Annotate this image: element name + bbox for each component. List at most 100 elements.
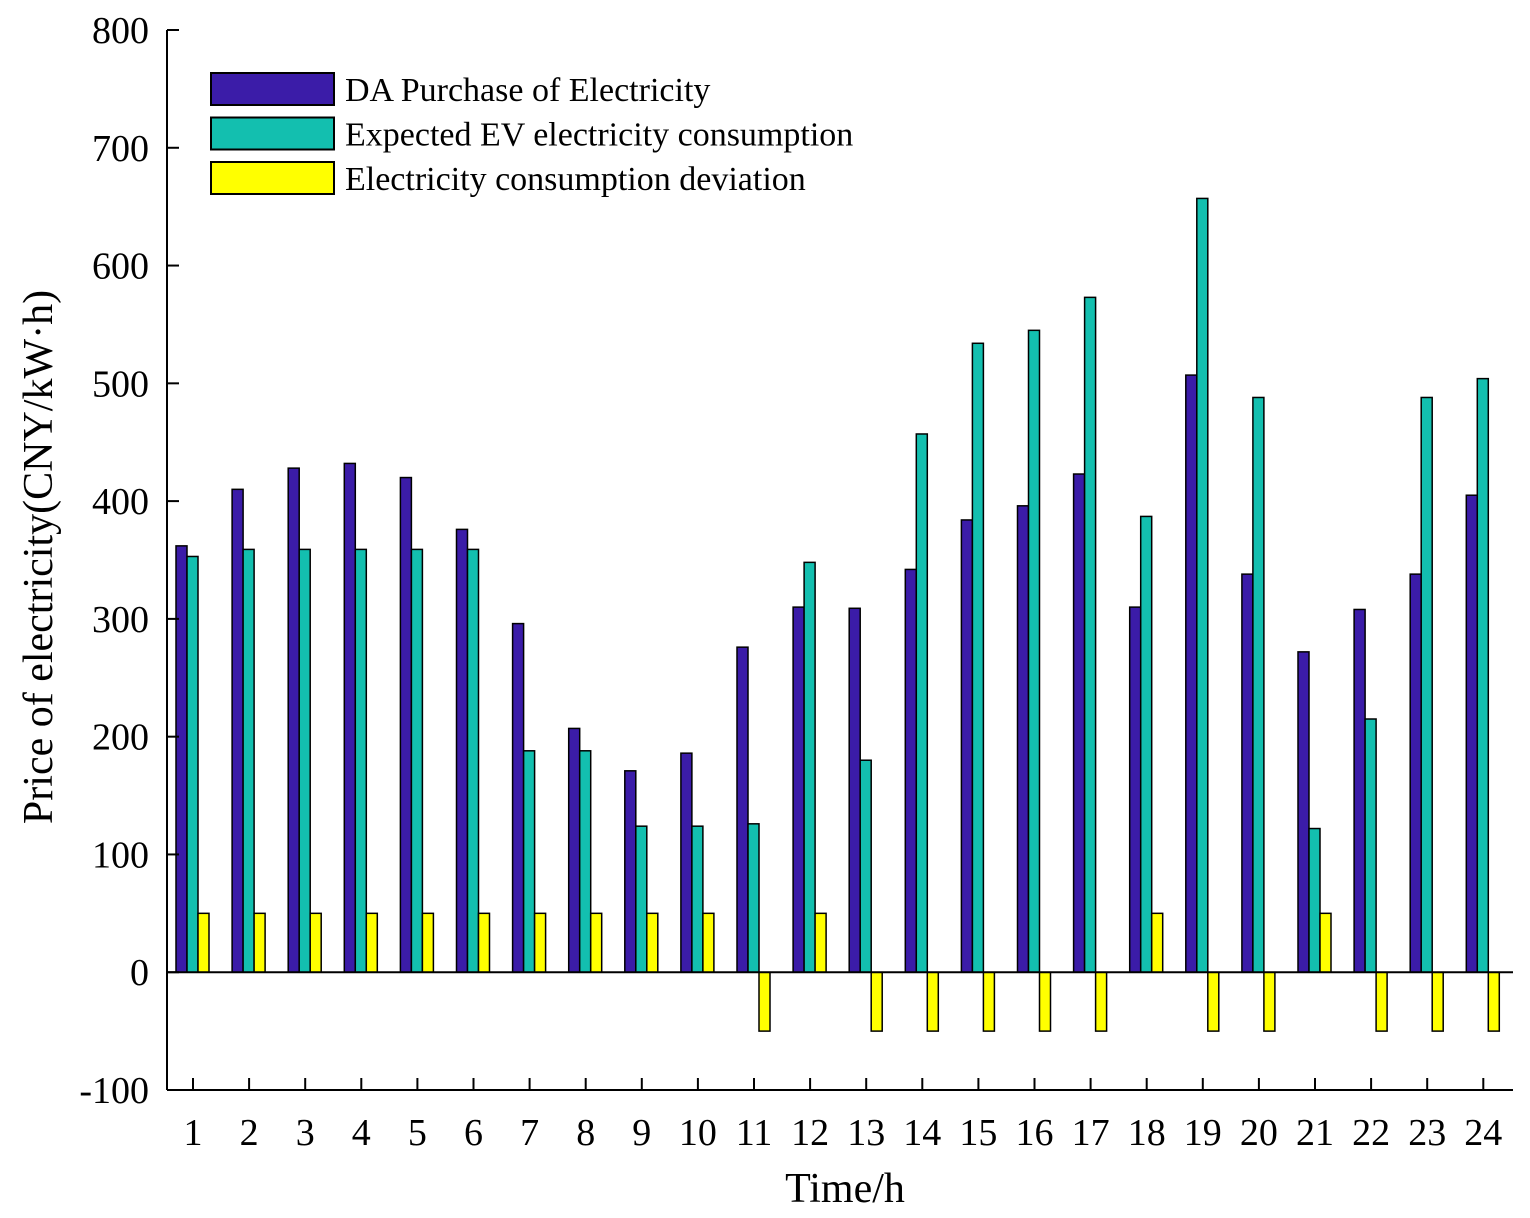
legend-swatch-3 <box>210 161 335 195</box>
bar-series-3-t4 <box>365 912 379 973</box>
x-tick-label: 16 <box>1016 1112 1054 1154</box>
bar-series-1-t9 <box>624 770 637 973</box>
x-tick-label: 24 <box>1464 1112 1502 1154</box>
bar-series-2-t14 <box>915 433 929 973</box>
bar-series-1-t24 <box>1465 494 1479 973</box>
x-tick-label: 21 <box>1296 1112 1334 1154</box>
bar-series-1-t16 <box>1016 505 1030 973</box>
y-tick-label: 300 <box>92 599 149 641</box>
bar-series-3-t22 <box>1375 971 1388 1032</box>
x-tick-label: 3 <box>296 1112 315 1154</box>
x-tick-label: 12 <box>791 1112 829 1154</box>
bar-series-2-t13 <box>859 759 872 973</box>
bar-series-3-t6 <box>477 912 491 973</box>
bar-series-1-t2 <box>231 488 244 973</box>
x-tick-label: 6 <box>464 1112 483 1154</box>
bar-series-3-t24 <box>1487 971 1501 1032</box>
x-tick-label: 10 <box>679 1112 717 1154</box>
bar-series-3-t13 <box>870 971 883 1032</box>
bar-series-2-t5 <box>410 548 424 973</box>
bar-series-2-t2 <box>242 548 255 973</box>
bar-series-2-t16 <box>1027 329 1041 973</box>
bar-series-3-t18 <box>1150 912 1164 973</box>
x-tick-label: 9 <box>632 1112 651 1154</box>
y-tick-label: 0 <box>130 952 149 994</box>
bar-series-2-t20 <box>1252 396 1265 973</box>
legend-label-2: Expected EV electricity consumption <box>345 117 853 154</box>
bar-series-2-t24 <box>1476 377 1490 973</box>
bar-series-1-t21 <box>1297 651 1310 973</box>
legend-swatch-1 <box>210 72 335 106</box>
x-tick-label: 11 <box>736 1112 773 1154</box>
bar-series-2-t3 <box>298 548 311 973</box>
bar-series-2-t11 <box>747 823 760 973</box>
x-tick-label: 1 <box>184 1112 203 1154</box>
bar-series-2-t12 <box>803 561 816 973</box>
bar-series-1-t6 <box>455 528 469 973</box>
bar-series-1-t7 <box>511 622 525 973</box>
bar-series-2-t1 <box>186 555 199 973</box>
x-axis-ticks: 1 2 3 4 5 6 7 8 9 10 11 12 13 14 15 16 17 18 19 20 21 22 23 24 <box>184 1078 1502 1154</box>
bar-series-1-t13 <box>848 607 861 973</box>
bar-series-3-t8 <box>589 912 603 973</box>
bar-series-2-t6 <box>466 548 480 973</box>
bar-series-1-t4 <box>343 462 357 973</box>
x-axis-title: Time/h <box>785 1166 905 1212</box>
bar-series-1-t10 <box>680 752 693 973</box>
x-tick-label: 18 <box>1128 1112 1166 1154</box>
bar-series-3-t7 <box>533 912 547 973</box>
bar-series-1-t5 <box>399 476 413 973</box>
bar-series-1-t22 <box>1353 608 1366 973</box>
bar-series-3-t15 <box>982 971 996 1032</box>
x-tick-label: 7 <box>520 1112 539 1154</box>
x-tick-label: 14 <box>903 1112 941 1154</box>
bar-series-1-t18 <box>1128 606 1142 973</box>
bar-series-2-t19 <box>1196 197 1209 973</box>
bar-series-2-t18 <box>1139 515 1153 973</box>
bar-series-1-t17 <box>1072 473 1086 973</box>
y-tick-label: 700 <box>92 128 149 170</box>
bars-group <box>175 197 1501 1032</box>
bar-series-3-t10 <box>702 912 715 973</box>
bar-series-1-t11 <box>736 646 749 973</box>
x-tick-label: 4 <box>352 1112 371 1154</box>
legend-swatch-2 <box>210 116 335 151</box>
bar-series-1-t8 <box>567 727 581 973</box>
bar-series-1-t23 <box>1409 573 1422 973</box>
bar-series-3-t19 <box>1207 971 1220 1032</box>
bar-series-1-t20 <box>1241 573 1254 973</box>
y-axis-title: Price of electricity(CNY/kW·h) <box>16 290 62 824</box>
x-tick-label: 23 <box>1408 1112 1446 1154</box>
bar-series-2-t22 <box>1364 718 1377 973</box>
x-tick-label: 2 <box>240 1112 259 1154</box>
x-tick-label: 15 <box>959 1112 997 1154</box>
x-tick-label: 17 <box>1072 1112 1110 1154</box>
bar-series-3-t23 <box>1431 971 1444 1032</box>
bar-series-2-t4 <box>354 548 368 973</box>
bar-series-1-t19 <box>1185 374 1198 973</box>
y-tick-label: 800 <box>92 10 149 52</box>
legend-label-1: DA Purchase of Electricity <box>345 72 710 109</box>
y-tick-label: 500 <box>92 363 149 405</box>
bar-series-1-t3 <box>287 467 300 973</box>
y-axis-ticks: -100 0 100 200 300 400 500 600 700 800 <box>79 10 179 1112</box>
y-tick-label: -100 <box>79 1070 149 1112</box>
legend-label-3: Electricity consumption deviation <box>345 161 806 198</box>
y-tick-label: 400 <box>92 481 149 523</box>
x-tick-label: 20 <box>1240 1112 1278 1154</box>
bar-series-1-t12 <box>792 606 805 973</box>
bar-series-2-t17 <box>1083 296 1097 973</box>
y-tick-label: 100 <box>92 834 149 876</box>
bar-series-3-t16 <box>1038 971 1052 1032</box>
x-tick-label: 5 <box>408 1112 427 1154</box>
bar-series-2-t21 <box>1308 827 1321 973</box>
bar-series-3-t20 <box>1263 971 1276 1032</box>
bar-series-2-t9 <box>635 825 648 973</box>
bar-series-1-t14 <box>904 568 918 973</box>
bar-series-3-t2 <box>253 912 266 973</box>
bar-series-3-t14 <box>926 971 940 1032</box>
bar-series-3-t11 <box>758 971 771 1032</box>
bar-series-2-t8 <box>578 750 592 973</box>
